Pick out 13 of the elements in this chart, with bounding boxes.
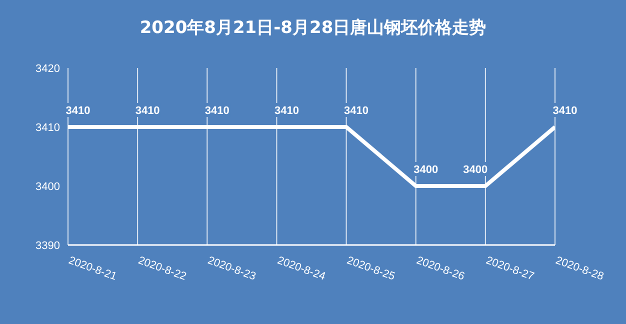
data-label: 3410 xyxy=(135,105,160,117)
data-label: 3410 xyxy=(274,105,299,117)
y-tick-label: 3420 xyxy=(36,62,60,75)
y-tick-label: 3410 xyxy=(36,122,60,134)
data-label: 3400 xyxy=(463,164,488,176)
y-tick-label: 3400 xyxy=(36,180,60,193)
data-label: 3400 xyxy=(414,164,438,176)
y-tick-label: 3390 xyxy=(36,240,60,252)
chart-title: 2020年8月21日-8月28日唐山钢坯价格走势 xyxy=(138,17,488,39)
data-label: 3410 xyxy=(66,105,90,117)
data-label: 3410 xyxy=(204,105,230,117)
data-label: 3410 xyxy=(552,105,578,117)
data-label: 3410 xyxy=(344,105,369,117)
